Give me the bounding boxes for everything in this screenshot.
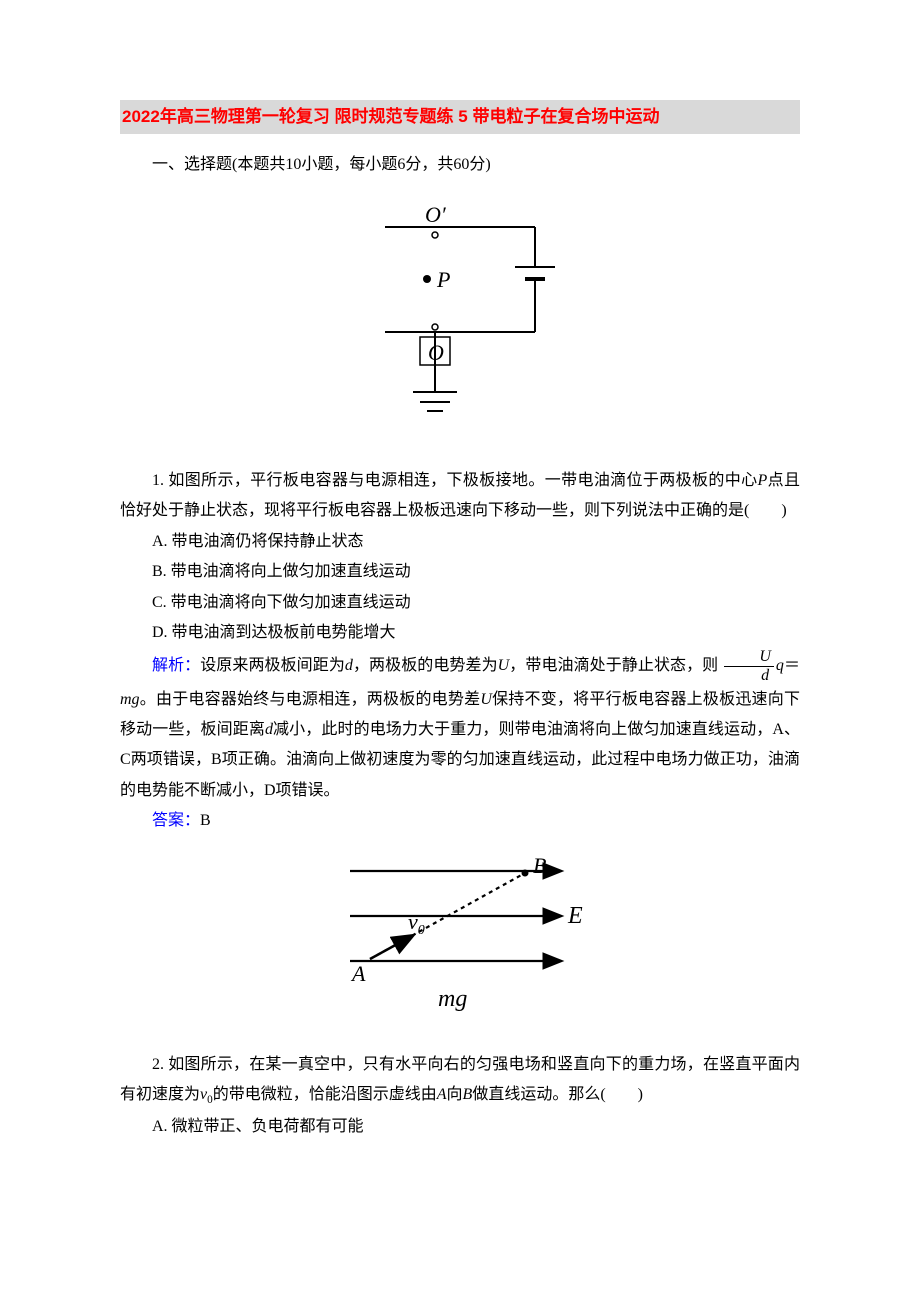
q1-stem: 1. 如图所示，平行板电容器与电源相连，下极板接地。一带电油滴位于两极板的中心P…: [120, 466, 800, 527]
q2-stem: 2. 如图所示，在某一真空中，只有水平向右的匀强电场和竖直向下的重力场，在竖直平…: [120, 1050, 800, 1112]
label-B: B: [533, 853, 546, 878]
figure-1: O′ P O: [120, 197, 800, 448]
sym-d-1: d: [345, 657, 353, 674]
sym-d-2: d: [265, 721, 273, 738]
label-mg: mg: [438, 986, 467, 1012]
sym-U-2: U: [480, 691, 492, 708]
q1-option-d: D. 带电油滴到达极板前电势能增大: [120, 618, 800, 648]
fraction-U-over-d: U d: [724, 648, 774, 684]
q2-option-a: A. 微粒带正、负电荷都有可能: [120, 1112, 800, 1142]
q1-analysis-2a: 。由于电容器始终与电源相连，两极板的电势差: [140, 691, 481, 708]
q2-sym-B: B: [463, 1086, 473, 1103]
q2-sym-A: A: [437, 1086, 447, 1103]
q1-analysis-b: ，两极板的电势差为: [353, 657, 498, 674]
analysis-label: 解析：: [152, 657, 200, 674]
page: 2022年高三物理第一轮复习 限时规范专题练 5 带电粒子在复合场中运动 一、选…: [0, 0, 920, 1202]
q2-stem-d: 做直线运动。那么( ): [472, 1086, 643, 1103]
q1-analysis: 解析：设原来两极板间距为d，两极板的电势差为U，带电油滴处于静止状态，则 U d…: [120, 648, 800, 806]
eq-sign: ＝: [784, 657, 800, 674]
frac-den: d: [724, 667, 774, 685]
q1-option-c: C. 带电油滴将向下做匀加速直线运动: [120, 588, 800, 618]
q1-option-a: A. 带电油滴仍将保持静止状态: [120, 527, 800, 557]
label-E: E: [567, 903, 583, 929]
answer-value: B: [200, 812, 211, 829]
label-O-prime: O′: [425, 202, 447, 227]
q2-stem-b: 的带电微粒，恰能沿图示虚线由: [213, 1086, 437, 1103]
q1-option-b: B. 带电油滴将向上做匀加速直线运动: [120, 557, 800, 587]
label-v0: v0: [408, 909, 425, 938]
q1-sym-P: P: [757, 472, 767, 489]
sym-U-1: U: [498, 657, 510, 674]
q1-stem-text-a: 1. 如图所示，平行板电容器与电源相连，下极板接地。一带电油滴位于两极板的中心: [152, 472, 757, 489]
sym-mg: mg: [120, 691, 140, 708]
label-O: O: [428, 340, 444, 365]
label-P: P: [436, 267, 450, 292]
q1-answer: 答案：B: [120, 806, 800, 836]
sym-q: q: [776, 657, 784, 674]
frac-num: U: [724, 648, 774, 667]
q2-stem-c: 向: [447, 1086, 463, 1103]
q1-analysis-c: ，带电油滴处于静止状态，则: [509, 657, 718, 674]
answer-label: 答案：: [152, 812, 200, 829]
q1-analysis-a: 设原来两极板间距为: [200, 657, 345, 674]
label-A: A: [350, 961, 366, 986]
document-title: 2022年高三物理第一轮复习 限时规范专题练 5 带电粒子在复合场中运动: [120, 100, 800, 134]
figure-2: B E A v0 mg: [120, 851, 800, 1032]
section-heading: 一、选择题(本题共10小题，每小题6分，共60分): [120, 150, 800, 180]
